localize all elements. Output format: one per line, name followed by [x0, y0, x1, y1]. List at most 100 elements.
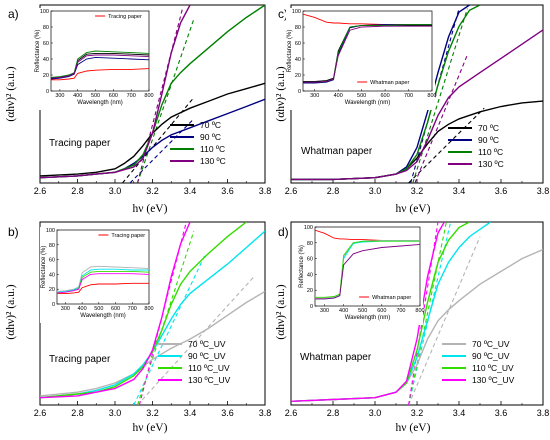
x-tick-label: 3.4	[184, 186, 197, 196]
inset-series-line	[315, 243, 420, 300]
x-tick-label: 3.2	[411, 408, 424, 418]
tangent-line	[414, 54, 468, 183]
inset-series-line	[51, 50, 149, 78]
inset-x-tick-label: 600	[380, 93, 389, 99]
inset-y-tick-label: 80	[307, 241, 313, 247]
inset-y-tick-label: 20	[49, 287, 55, 293]
x-tick-label: 3.0	[109, 186, 122, 196]
x-tick-label: 3.0	[369, 408, 382, 418]
inset-y-tick-label: 80	[295, 25, 301, 31]
legend-entry: 110 ºC_UV	[472, 363, 514, 373]
x-tick-label: 3.0	[369, 186, 382, 196]
inset-frame	[302, 10, 433, 92]
inset-background	[40, 227, 152, 323]
x-tick-label: 3.0	[109, 408, 122, 418]
series-line	[291, 222, 445, 402]
sample-label: Whatman paper	[301, 146, 373, 157]
inset-y-tick-label: 80	[49, 243, 55, 249]
inset-x-tick-label: 800	[415, 308, 424, 314]
inset-x-tick-label: 800	[144, 93, 153, 99]
curves	[291, 222, 543, 405]
curves	[40, 5, 265, 183]
x-tick-label: 2.6	[34, 408, 47, 418]
inset-y-tick-label: 100	[304, 225, 313, 231]
x-tick-label: 3.2	[411, 186, 424, 196]
x-tick-label: 3.4	[184, 408, 197, 418]
panel-d: 2.6 2.8 3.0 3.2 3.4 3.6 3.8 hν (eV) (αhν)² (a.u.…	[275, 221, 550, 434]
inset-y-tick-label: 40	[43, 57, 49, 63]
inset-x-tick-label: 400	[339, 308, 348, 314]
y-axis-title: (αhν)² (a.u.)	[5, 284, 17, 339]
inset-y-tick-label: 20	[295, 73, 301, 79]
inset-series-line	[57, 273, 149, 294]
inset-y-tick-label: 20	[307, 288, 313, 294]
x-tick-label: 3.2	[146, 408, 159, 418]
x-tick-label: 2.8	[71, 408, 84, 418]
y-axis-title: (αhν)² (a.u.)	[5, 66, 17, 121]
legend-entry: 110 ºC	[478, 147, 503, 157]
x-tick-label: 3.2	[146, 186, 159, 196]
inset-y-tick-label: 100	[40, 9, 49, 15]
tangent-line	[412, 8, 468, 183]
inset-x-tick-label: 500	[358, 308, 367, 314]
inset-x-tick-label: 500	[91, 93, 100, 99]
inset-x-tick-label: 300	[61, 306, 70, 312]
legend-entry: 130 ºC_UV	[188, 375, 231, 385]
inset-x-tick-label: 300	[320, 308, 329, 314]
curves	[291, 5, 543, 183]
x-tick-label: 3.8	[537, 186, 550, 196]
inset-y-tick-label: 0	[298, 89, 301, 95]
inset-frame	[56, 229, 150, 305]
tangent-line	[408, 107, 485, 183]
x-axis-title: hν (eV)	[133, 422, 168, 434]
inset-y-tick-label: 40	[295, 57, 301, 63]
inset: 300 400 500 600 700 800 0 20 40 60 80 100 Wavelength…	[34, 8, 154, 110]
inset-y-tick-label: 0	[46, 89, 49, 95]
panel-label: b)	[8, 225, 19, 239]
x-tick-label: 3.8	[259, 186, 272, 196]
inset-series-line	[51, 54, 149, 79]
inset-series-line	[57, 268, 149, 293]
inset-y-title: Reflectance (%)	[41, 246, 47, 289]
legend: 70 ºC 90 ºC 110 ºC 130 ºC	[170, 120, 226, 166]
inset-x-tick-label: 300	[55, 93, 64, 99]
series-line	[291, 29, 543, 181]
legend-entry: 70 ºC_UV	[472, 339, 510, 349]
inset-y-tick-label: 40	[307, 272, 313, 278]
legend-entry: 110 ºC_UV	[188, 363, 230, 373]
x-axis-title: hν (eV)	[396, 422, 431, 434]
panel-c: 2.6 2.8 3.0 3.2 3.4 3.6 3.8 hν (eV) (αhν)² (a.u.…	[275, 4, 550, 215]
inset-y-tick-label: 0	[310, 304, 313, 310]
sample-label: Whatman paper	[300, 352, 372, 363]
inset-x-tick-label: 600	[377, 308, 386, 314]
legend-entry: 130 ºC	[478, 159, 504, 169]
inset-x-tick-label: 500	[357, 93, 366, 99]
legend-entry: 90 ºC_UV	[472, 351, 510, 361]
inset: 300 400 500 600 700 800 0 20 40 60 80 100 Wavelength…	[40, 227, 154, 323]
legend: 70 ºC_UV 90 ºC_UV 110 ºC_UV 130 ºC_UV	[158, 339, 231, 385]
inset-y-tick-label: 20	[43, 73, 49, 79]
inset-x-tick-label: 400	[77, 306, 86, 312]
y-axis-title: (αhν)² (a.u.)	[275, 66, 287, 121]
tangent-line	[408, 236, 481, 405]
inset-frame	[50, 10, 150, 92]
inset-y-tick-label: 60	[43, 41, 49, 47]
x-tick-label: 3.8	[537, 408, 550, 418]
legend-entry: 130 ºC	[200, 156, 226, 166]
x-tick-label: 3.6	[495, 408, 508, 418]
inset-curves	[315, 229, 420, 300]
series-line	[291, 100, 543, 181]
curves	[40, 222, 265, 405]
inset-x-tick-label: 800	[144, 306, 153, 312]
series-line	[40, 230, 265, 399]
inset-frame	[314, 226, 421, 307]
inset-y-tick-label: 100	[46, 228, 55, 234]
inset-curves	[51, 50, 149, 81]
series-line	[40, 222, 191, 399]
x-tick-label: 2.8	[327, 186, 340, 196]
inset-series-line	[51, 56, 149, 80]
series-line	[40, 5, 191, 179]
x-tick-label: 3.6	[221, 186, 234, 196]
inset: 300 400 500 600 700 800 0 20 40 60 80 100 Wavelength…	[298, 224, 425, 325]
